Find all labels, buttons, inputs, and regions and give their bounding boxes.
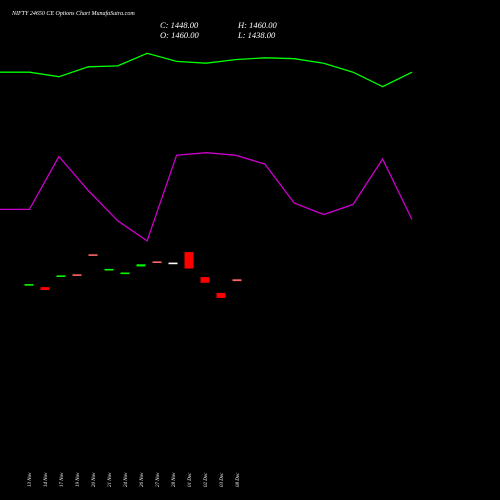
x-tick-label: 02 Dec bbox=[204, 472, 209, 487]
x-tick-label: 27 Nov bbox=[156, 472, 161, 487]
candles-group bbox=[24, 252, 242, 298]
high-value: H: 1460.00 bbox=[237, 20, 277, 30]
x-tick-label: 14 Nov bbox=[44, 472, 49, 487]
indicator-line-2 bbox=[0, 152, 413, 242]
x-tick-label: 20 Nov bbox=[92, 472, 97, 487]
candle-27-nov bbox=[152, 261, 162, 263]
candle-26-nov bbox=[136, 264, 146, 267]
candle-13-nov bbox=[24, 284, 34, 286]
candle-19-nov bbox=[72, 274, 82, 276]
candle-14-nov bbox=[40, 287, 50, 290]
candle-08-dec bbox=[232, 279, 242, 282]
candle-28-nov bbox=[168, 262, 178, 265]
x-axis-labels: 13 Nov 14 Nov 17 Nov 19 Nov 20 Nov 21 Nov 24 N… bbox=[28, 472, 241, 487]
chart-title: NIFTY 24650 CE Options Chart MunafaSutra… bbox=[11, 10, 135, 17]
indicator-panel bbox=[0, 52, 413, 242]
x-tick-label: 01 Dec bbox=[188, 472, 193, 487]
candle-20-nov bbox=[88, 254, 98, 256]
close-value: C: 1448.00 bbox=[160, 20, 199, 30]
x-tick-label: 26 Nov bbox=[140, 472, 145, 487]
x-tick-label: 24 Nov bbox=[124, 472, 129, 487]
candle-03-dec bbox=[216, 292, 226, 298]
x-tick-label: 08 Dec bbox=[236, 472, 241, 487]
indicator-line-1 bbox=[0, 52, 413, 88]
open-value: O: 1460.00 bbox=[160, 30, 199, 40]
x-tick-label: 19 Nov bbox=[76, 472, 81, 487]
low-value: L: 1438.00 bbox=[237, 30, 276, 40]
x-tick-label: 28 Nov bbox=[172, 472, 177, 487]
x-tick-label: 03 Dec bbox=[220, 472, 225, 487]
candle-02-dec bbox=[200, 277, 210, 283]
candle-24-nov bbox=[120, 272, 130, 275]
candle-17-nov bbox=[56, 275, 66, 277]
x-tick-label: 17 Nov bbox=[60, 472, 65, 487]
x-tick-label: 21 Nov bbox=[108, 472, 113, 487]
x-tick-label: 13 Nov bbox=[28, 472, 33, 487]
candle-21-nov bbox=[104, 268, 114, 271]
candle-01-dec bbox=[184, 252, 194, 269]
